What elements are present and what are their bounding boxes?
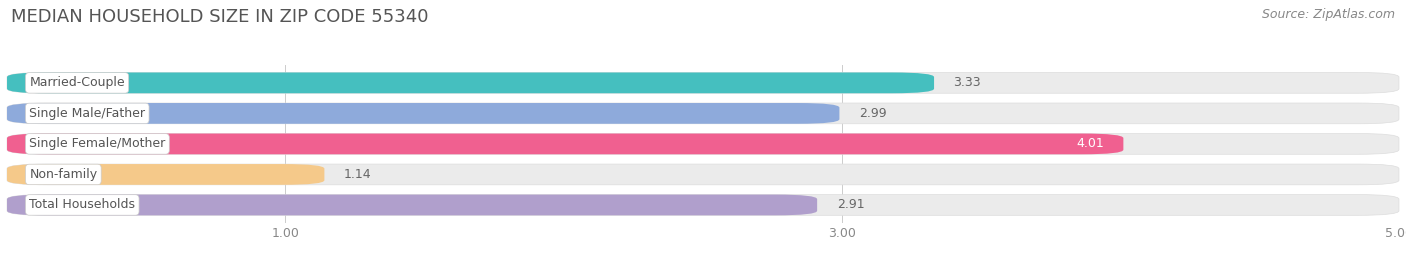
Text: Single Female/Mother: Single Female/Mother <box>30 137 166 150</box>
FancyBboxPatch shape <box>7 133 1399 154</box>
Text: Total Households: Total Households <box>30 199 135 211</box>
Text: Single Male/Father: Single Male/Father <box>30 107 145 120</box>
FancyBboxPatch shape <box>7 194 1399 215</box>
FancyBboxPatch shape <box>7 133 1123 154</box>
Text: 3.33: 3.33 <box>953 76 981 89</box>
FancyBboxPatch shape <box>7 103 839 124</box>
Text: 4.01: 4.01 <box>1076 137 1104 150</box>
Text: Source: ZipAtlas.com: Source: ZipAtlas.com <box>1261 8 1395 21</box>
FancyBboxPatch shape <box>7 72 1399 93</box>
Text: MEDIAN HOUSEHOLD SIZE IN ZIP CODE 55340: MEDIAN HOUSEHOLD SIZE IN ZIP CODE 55340 <box>11 8 429 26</box>
FancyBboxPatch shape <box>7 164 325 185</box>
FancyBboxPatch shape <box>7 164 1399 185</box>
Text: 1.14: 1.14 <box>344 168 371 181</box>
Text: 2.91: 2.91 <box>837 199 865 211</box>
FancyBboxPatch shape <box>7 72 934 93</box>
FancyBboxPatch shape <box>7 194 817 215</box>
Text: Married-Couple: Married-Couple <box>30 76 125 89</box>
FancyBboxPatch shape <box>7 103 1399 124</box>
Text: Non-family: Non-family <box>30 168 97 181</box>
Text: 2.99: 2.99 <box>859 107 887 120</box>
